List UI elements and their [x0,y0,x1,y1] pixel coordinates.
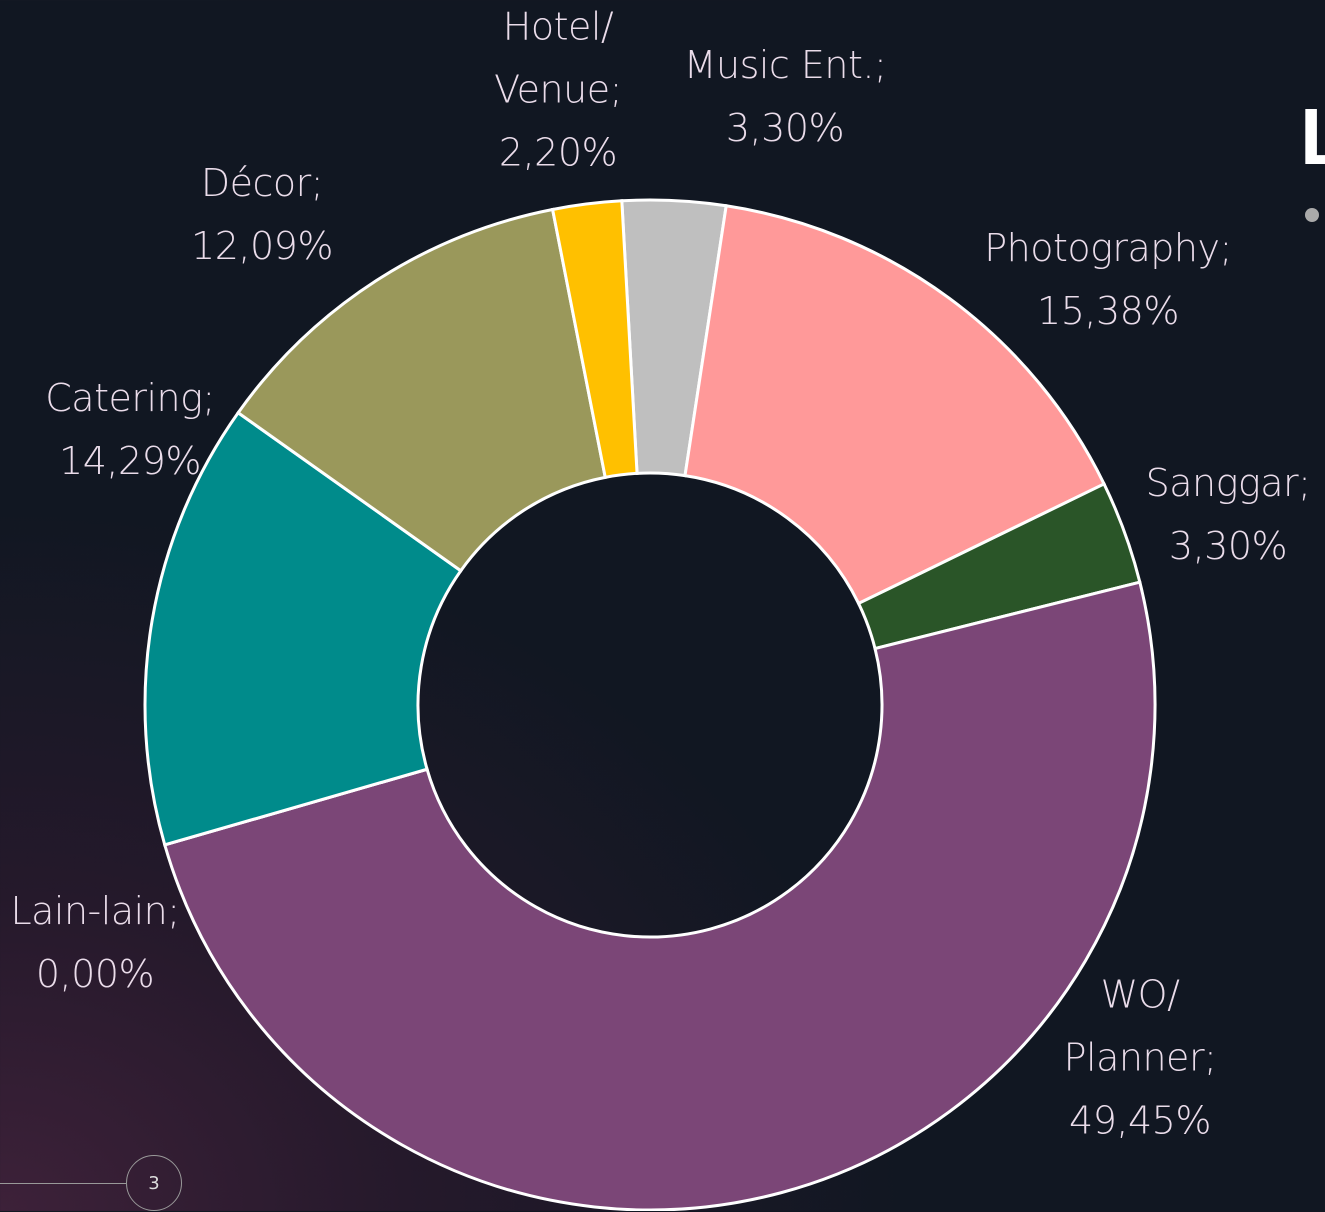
data-label: Photography; 15,38% [984,217,1232,343]
value-label: 49,45% [1069,1098,1211,1143]
category-label: Lain-lain; [10,889,180,933]
slide-title: L [1300,92,1325,181]
data-label: Catering; 14,29% [45,367,215,493]
value-label: 15,38% [1037,289,1179,333]
category-label: Catering; [45,376,215,420]
data-label: Hotel/ Venue; 2,20% [494,0,622,185]
value-label: 2,20% [498,130,618,175]
bullet [1305,208,1319,222]
category-label: Photography; [984,226,1232,270]
data-label: WO/ Planner; 49,45% [1064,964,1217,1153]
donut-slice [236,207,608,573]
value-label: 3,30% [1168,524,1288,568]
category-label: WO/ Planner; [1063,972,1217,1080]
value-label: 3,30% [725,106,845,150]
donut-slice [162,580,1157,1211]
category-label: Music Ent.; [683,43,887,87]
data-label: Sanggar; 3,30% [1146,452,1311,578]
donut-slice [683,204,1107,606]
category-label: Décor; [200,161,324,205]
page-line [0,1183,126,1184]
page-number: 3 [126,1155,182,1211]
value-label: 14,29% [59,439,201,483]
category-label: Sanggar; [1145,461,1311,505]
data-label: Lain-lain; 0,00% [10,880,180,1006]
value-label: 12,09% [191,224,333,268]
donut-slice [550,199,639,480]
data-label: Music Ent.; 3,30% [684,34,887,160]
category-label: Hotel/ Venue; [494,4,622,112]
data-label: Décor; 12,09% [191,152,333,278]
donut-slice [143,410,463,847]
value-label: 0,00% [35,952,155,996]
